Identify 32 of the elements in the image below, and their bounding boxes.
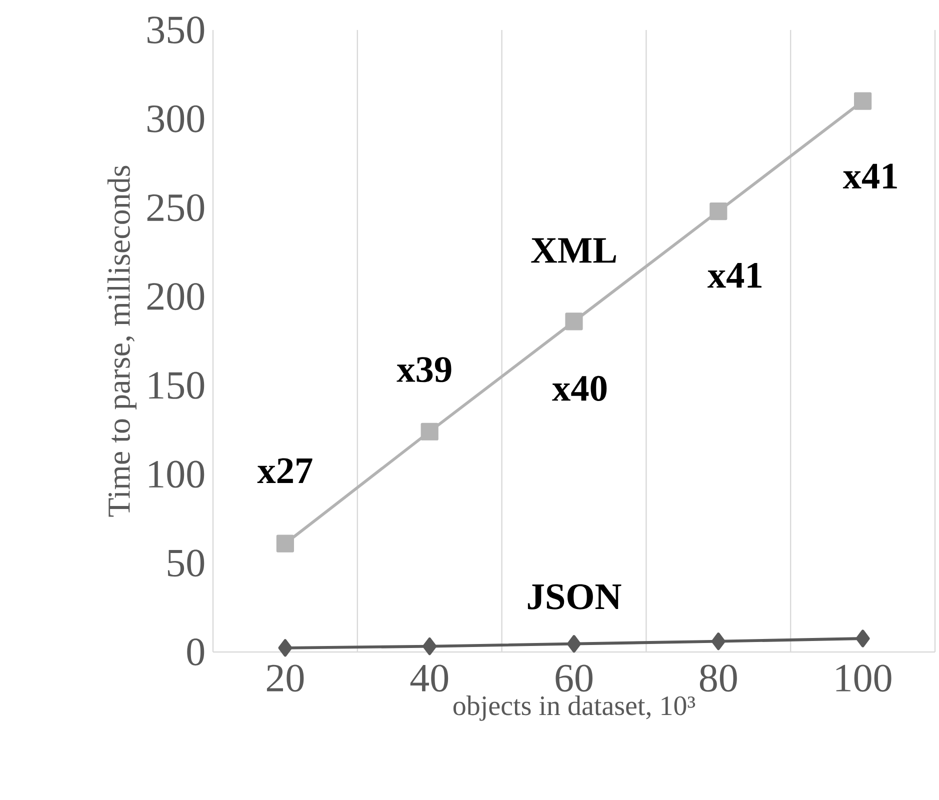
y-tick-label: 350 [148, 16, 204, 44]
x-tick-label: 40 [410, 664, 448, 692]
point [710, 202, 728, 220]
x-tick-label: 20 [266, 664, 304, 692]
point [711, 632, 726, 650]
point [854, 92, 872, 110]
x-axis-title: objects in dataset, 10³ [453, 696, 696, 721]
y-tick-label: 100 [149, 460, 204, 488]
annotation: x39 [396, 357, 452, 382]
y-tick-label: 0 [187, 638, 204, 666]
x-tick-label: 80 [700, 664, 737, 692]
point [565, 312, 583, 330]
series-label: XML [531, 238, 616, 263]
point [856, 630, 870, 648]
y-axis-title: Time to parse, milliseconds [107, 166, 136, 517]
point [422, 638, 437, 656]
y-tick-label: 150 [149, 372, 204, 399]
series-label: JSON [528, 584, 622, 610]
y-tick-label: 200 [147, 283, 204, 310]
x-tick-label: 60 [556, 664, 592, 692]
point [420, 422, 438, 440]
y-tick-label: 50 [168, 550, 204, 577]
point [278, 639, 292, 657]
x-tick-label: 100 [836, 664, 892, 692]
annotation: x40 [552, 376, 607, 402]
annotation: x41 [708, 262, 762, 288]
annotation: x41 [842, 164, 897, 188]
annotation: x27 [257, 458, 312, 483]
y-tick-label: 300 [148, 105, 204, 132]
y-tick-label: 250 [147, 194, 204, 222]
point [567, 635, 581, 653]
point [276, 534, 294, 552]
